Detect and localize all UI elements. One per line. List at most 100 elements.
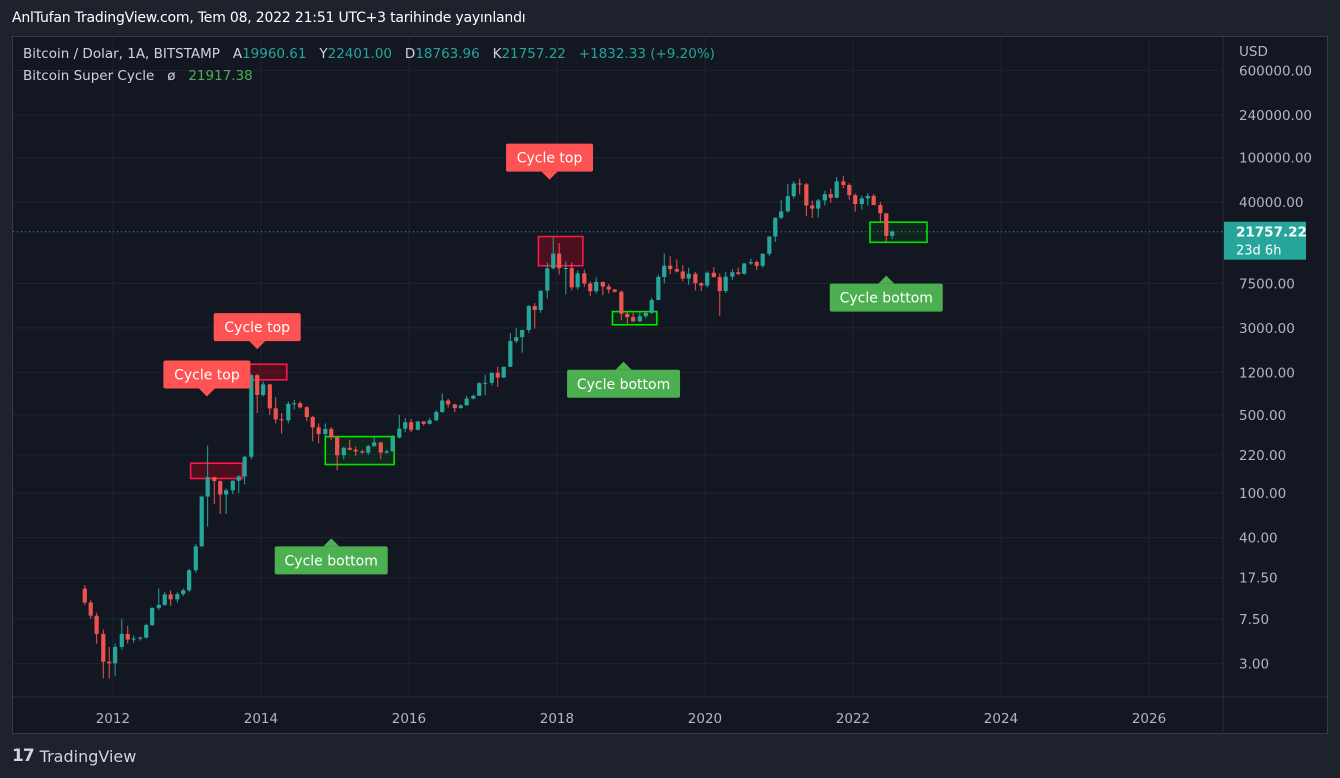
- cycle-top-label[interactable]: Cycle top: [163, 360, 251, 397]
- candle-body: [471, 395, 476, 399]
- candle-body: [125, 633, 130, 640]
- chart-panel[interactable]: Cycle top Cycle top Cycle top Cycle bottom C…: [12, 36, 1328, 734]
- cycle-top-zone: [537, 235, 584, 267]
- candle-body: [384, 451, 389, 453]
- candle-body: [514, 337, 519, 342]
- candle-body: [372, 442, 377, 447]
- candle-body: [316, 427, 321, 435]
- cycle-top-label[interactable]: Cycle top: [506, 143, 594, 180]
- candle-body: [693, 273, 698, 284]
- candle-body: [699, 283, 704, 286]
- candle-body: [890, 231, 895, 236]
- candle-body: [205, 477, 210, 497]
- candle-body: [409, 422, 414, 430]
- candle-body: [249, 375, 254, 457]
- time-axis[interactable]: 2012 2014 2016 2018 2020 2022 2024 2026: [96, 711, 1166, 727]
- candle-body: [871, 195, 876, 206]
- high-label: Y: [319, 46, 328, 62]
- label-text: Cycle bottom: [285, 553, 378, 569]
- candle-body: [520, 329, 525, 338]
- candlestick-chart[interactable]: Cycle top Cycle top Cycle top Cycle bottom C…: [13, 37, 1328, 734]
- candle-body: [822, 194, 827, 201]
- candle-body: [804, 184, 809, 206]
- currency-label: USD: [1239, 44, 1268, 60]
- candle-body: [686, 273, 691, 279]
- candle-body: [403, 422, 408, 429]
- candle-body: [594, 281, 599, 292]
- label-box: [506, 143, 594, 172]
- candle-body: [656, 276, 661, 301]
- candle-body: [730, 272, 735, 277]
- footer-brand[interactable]: 17 TradingView: [12, 746, 136, 766]
- candle-body: [427, 420, 432, 424]
- cycle-bottom-label[interactable]: Cycle bottom: [567, 361, 681, 398]
- candle-body: [859, 198, 864, 205]
- symbol-name[interactable]: Bitcoin / Dolar, 1A, BITSTAMP: [23, 46, 220, 62]
- candle-body: [440, 400, 445, 413]
- candle-body: [575, 273, 580, 288]
- candle-body: [212, 477, 217, 482]
- candle-body: [631, 317, 636, 322]
- candle-body: [366, 446, 371, 453]
- candle-body: [662, 265, 667, 277]
- candle-body: [834, 181, 839, 198]
- label-pointer: [541, 171, 558, 180]
- label-box: [274, 546, 388, 575]
- candles: [82, 175, 895, 679]
- candle-body: [138, 637, 143, 639]
- y-tick-label: 220.00: [1239, 448, 1286, 464]
- y-tick-label: 7.50: [1239, 612, 1269, 628]
- candle-body: [545, 268, 550, 291]
- candle-body: [853, 195, 858, 205]
- y-tick-label: 600000.00: [1239, 64, 1312, 80]
- change-value: +1832.33 (+9.20%): [578, 46, 715, 62]
- label-box: [829, 283, 943, 312]
- candle-body: [760, 253, 765, 266]
- candle-body: [88, 602, 93, 616]
- indicator-legend: Bitcoin Super Cycle ø 21917.38: [23, 68, 253, 84]
- ohlc-legend: Bitcoin / Dolar, 1A, BITSTAMP A19960.61 …: [23, 46, 715, 62]
- candle-body: [156, 604, 161, 608]
- candle-body: [187, 570, 192, 591]
- candle-body: [828, 194, 833, 198]
- indicator-value: 21917.38: [188, 68, 253, 84]
- low-label: D: [404, 46, 416, 62]
- candle-body: [390, 437, 395, 452]
- x-tick-label: 2014: [244, 711, 278, 727]
- candle-body: [606, 286, 611, 290]
- candle-body: [508, 341, 513, 367]
- candle-body: [273, 408, 278, 420]
- indicator-name[interactable]: Bitcoin Super Cycle: [23, 68, 155, 84]
- candle-body: [767, 236, 772, 254]
- candle-body: [335, 436, 340, 456]
- price-axis[interactable]: 600000.00 240000.00 100000.00 40000.00 7500.…: [1224, 44, 1312, 672]
- label-text: Cycle top: [517, 151, 583, 167]
- cycle-bottom-label[interactable]: Cycle bottom: [829, 275, 943, 312]
- candle-body: [495, 372, 500, 378]
- candle-body: [323, 428, 328, 435]
- cycle-bottom-label[interactable]: Cycle bottom: [274, 538, 388, 575]
- candle-body: [255, 375, 260, 395]
- last-price-value: 21757.22: [1236, 225, 1307, 241]
- bar-countdown: 23d 6h: [1236, 244, 1281, 259]
- candle-body: [162, 594, 167, 605]
- cycle-top-label[interactable]: Cycle top: [213, 313, 301, 350]
- candle-body: [310, 417, 315, 428]
- candle-body: [477, 383, 482, 396]
- label-text: Cycle bottom: [577, 377, 670, 393]
- candle-body: [705, 272, 710, 286]
- y-tick-label: 3.00: [1239, 656, 1269, 672]
- candle-body: [649, 300, 654, 313]
- candle-body: [582, 273, 587, 284]
- candle-body: [538, 290, 543, 311]
- y-tick-label: 7500.00: [1239, 276, 1295, 292]
- candle-body: [501, 366, 506, 378]
- candle-body: [785, 196, 790, 212]
- candle-body: [119, 633, 124, 648]
- candle-body: [600, 281, 605, 287]
- candle-body: [711, 272, 716, 278]
- label-pointer: [249, 341, 266, 350]
- candle-body: [865, 195, 870, 199]
- candle-body: [464, 398, 469, 406]
- brand-name: TradingView: [39, 746, 137, 766]
